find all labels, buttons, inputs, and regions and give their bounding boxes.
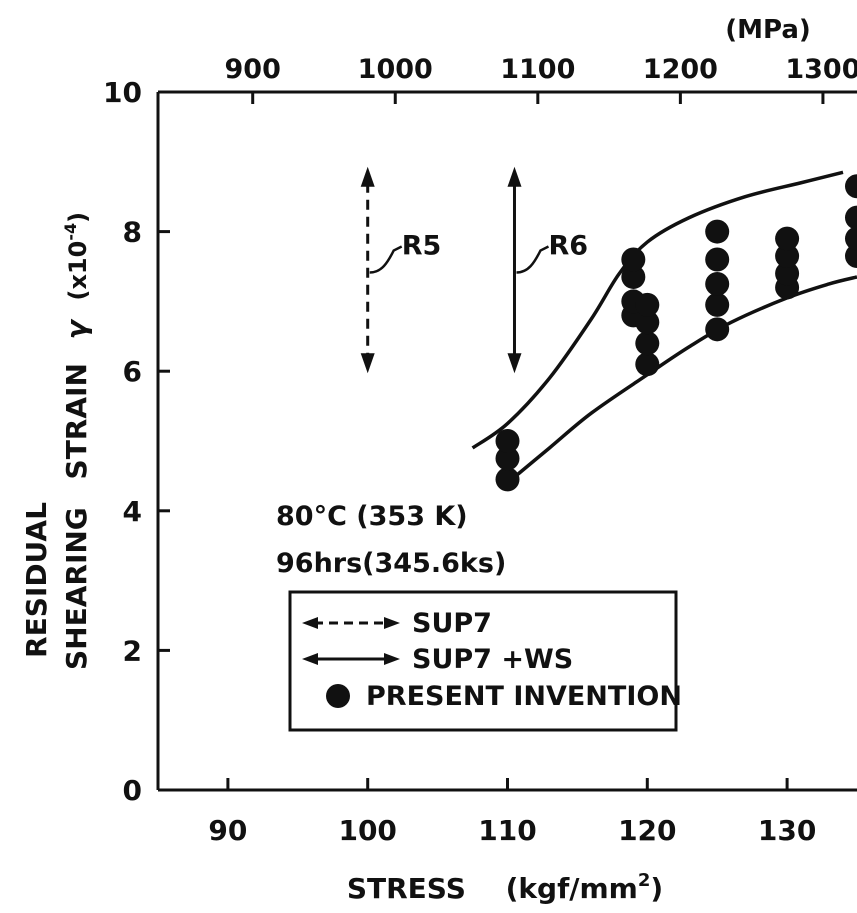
legend-label: SUP7 bbox=[412, 608, 492, 639]
top-axis-ticks: 900 1000 1100 1200 1300 bbox=[225, 54, 857, 104]
y-tick-label-8: 8 bbox=[123, 216, 142, 249]
data-point-22 bbox=[845, 205, 857, 230]
x-axis-unit-sup: 2 bbox=[638, 870, 651, 891]
x-tick-label-110: 110 bbox=[478, 814, 536, 847]
y-tick-label-4: 4 bbox=[123, 495, 142, 528]
x-axis-label-text: STRESS bbox=[347, 872, 466, 905]
data-point-23 bbox=[845, 174, 857, 199]
data-point-5 bbox=[621, 264, 646, 289]
x-tick-label-90: 90 bbox=[208, 814, 247, 847]
legend-box bbox=[288, 590, 678, 732]
top-tick-label-1000: 1000 bbox=[358, 54, 433, 85]
y-axis-label: RESIDUAL SHEARING STRAIN γ (x10-4) bbox=[20, 212, 93, 670]
data-point-7 bbox=[635, 352, 660, 377]
range-label: R6 bbox=[548, 231, 588, 262]
x-axis-unit-close: ) bbox=[650, 872, 663, 905]
arrow-up-icon bbox=[360, 166, 375, 187]
legend-label: SUP7 +WS bbox=[412, 644, 573, 675]
data-point-9 bbox=[635, 310, 660, 335]
legend-label: PRESENT INVENTION bbox=[366, 681, 682, 712]
top-tick-label-1300: 1300 bbox=[785, 54, 857, 85]
data-point-15 bbox=[705, 219, 730, 244]
legend-item-dashed-arrow: SUP7 bbox=[302, 608, 492, 639]
condition-duration: 96hrs(345.6ks) bbox=[276, 548, 506, 579]
y-axis-label-line1: RESIDUAL bbox=[20, 502, 53, 658]
top-tick-label-900: 900 bbox=[225, 54, 281, 85]
x-tick-label-120: 120 bbox=[618, 814, 676, 847]
lower-bound-curve bbox=[506, 275, 857, 485]
data-point-14 bbox=[705, 247, 730, 272]
top-tick-label-1200: 1200 bbox=[643, 54, 718, 85]
y-axis-label-line2: SHEARING STRAIN γ (x10-4) bbox=[60, 212, 93, 670]
y-tick-label-2: 2 bbox=[123, 634, 142, 667]
range-r6: R6 bbox=[507, 166, 588, 374]
arrow-right-icon bbox=[384, 617, 400, 629]
range-r5: R5 bbox=[360, 166, 442, 374]
legend-item-dot: PRESENT INVENTION bbox=[326, 681, 682, 712]
y-axis-ticks: 0 2 4 6 8 10 bbox=[103, 76, 170, 807]
data-point-17 bbox=[775, 261, 800, 286]
top-axis-unit: (MPa) bbox=[725, 15, 811, 45]
arrow-down-icon bbox=[360, 353, 375, 374]
legend-item-solid-arrow: SUP7 +WS bbox=[302, 644, 573, 675]
x-axis-unit: (kgf/mm bbox=[506, 872, 638, 905]
y-axis-label-factor-close: ) bbox=[64, 212, 92, 223]
arrow-right-icon bbox=[384, 653, 400, 665]
data-point-21 bbox=[845, 226, 857, 251]
legend-dot-icon bbox=[326, 684, 350, 708]
data-point-19 bbox=[775, 226, 800, 251]
arrow-left-icon bbox=[302, 653, 318, 665]
legend: SUP7 SUP7 +WS PRESENT INVENTION bbox=[288, 590, 682, 732]
x-tick-label-100: 100 bbox=[338, 814, 396, 847]
data-point-6 bbox=[621, 247, 646, 272]
y-tick-label-0: 0 bbox=[123, 774, 142, 807]
range-leader bbox=[516, 245, 550, 274]
y-axis-label-factor: (x10 bbox=[64, 241, 92, 301]
range-leader bbox=[369, 245, 403, 274]
present-invention-points bbox=[495, 174, 857, 492]
y-axis-label-strain: STRAIN bbox=[60, 363, 93, 479]
data-point-12 bbox=[705, 292, 730, 317]
data-point-8 bbox=[635, 331, 660, 356]
y-tick-label-10: 10 bbox=[103, 76, 142, 109]
arrow-up-icon bbox=[507, 166, 522, 187]
data-point-2 bbox=[495, 429, 520, 453]
data-point-18 bbox=[775, 244, 800, 269]
x-axis-label: STRESS (kgf/mm2) bbox=[347, 870, 663, 905]
x-tick-label-130: 130 bbox=[758, 814, 816, 847]
y-tick-label-6: 6 bbox=[123, 355, 142, 388]
x-axis-ticks: 90 100 110 120 130 bbox=[208, 778, 816, 847]
range-label: R5 bbox=[402, 231, 442, 262]
condition-temperature: 80°C (353 K) bbox=[276, 501, 468, 532]
arrow-left-icon bbox=[302, 617, 318, 629]
arrow-down-icon bbox=[507, 353, 522, 374]
y-axis-label-shearing: SHEARING bbox=[60, 507, 93, 670]
data-point-0 bbox=[495, 467, 520, 492]
data-point-13 bbox=[705, 271, 730, 296]
data-point-11 bbox=[705, 317, 730, 342]
top-tick-label-1100: 1100 bbox=[500, 54, 575, 85]
y-axis-label-factor-exp: -4 bbox=[61, 223, 80, 241]
y-axis-label-symbol: γ bbox=[60, 318, 93, 339]
data-point-10 bbox=[635, 292, 660, 317]
range-arrows: R5 R6 bbox=[360, 166, 588, 374]
data-point-1 bbox=[495, 446, 520, 471]
